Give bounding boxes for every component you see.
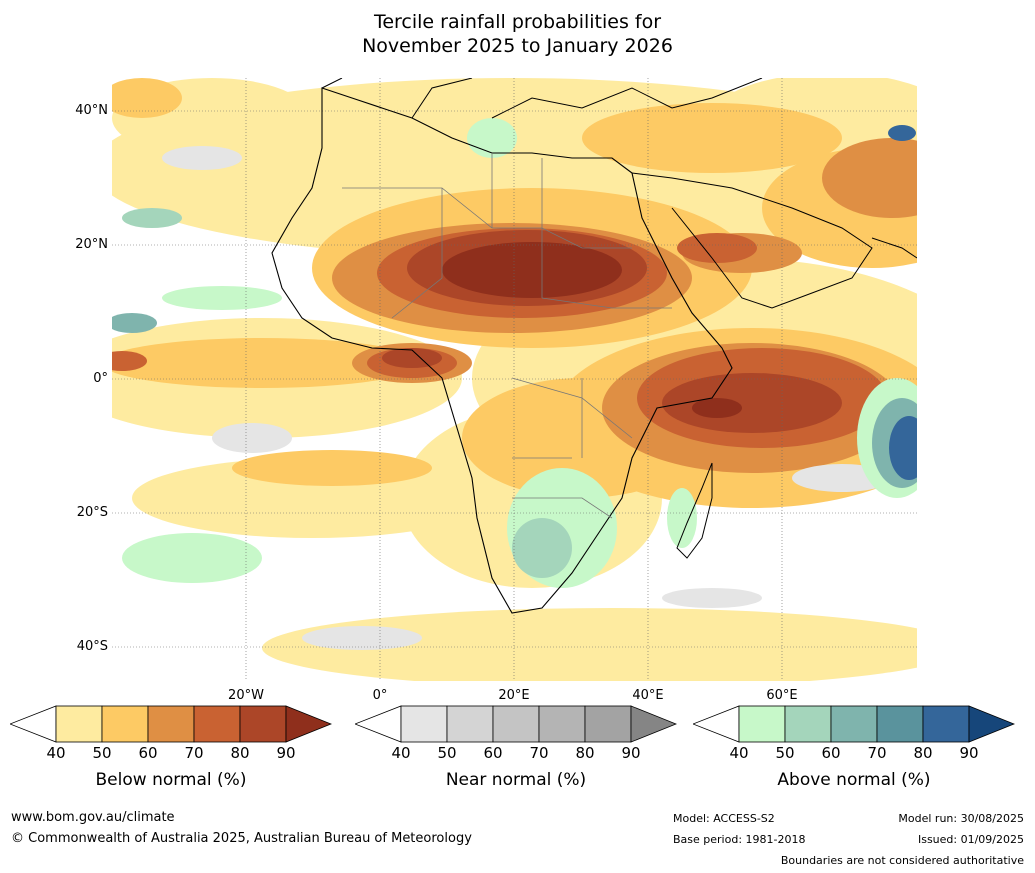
europe-coastline	[321, 77, 763, 119]
legend-near-normal: 40 50 60 70 80 90 Near normal (%)	[353, 704, 678, 794]
lon-label-20e: 20°E	[498, 688, 530, 703]
map-title: Tercile rainfall probabilities for Novem…	[0, 10, 1035, 58]
map-canvas	[62, 73, 992, 688]
below-normal-90-field	[442, 242, 742, 418]
legend-above-normal-label: Above normal (%)	[777, 770, 931, 790]
tick-near-70: 70	[529, 744, 549, 762]
tick-above-90: 90	[959, 744, 979, 762]
lon-label-0: 0°	[372, 688, 388, 703]
lat-label-0: 0°	[93, 371, 108, 386]
tick-below-40: 40	[46, 744, 66, 762]
lon-label-40e: 40°E	[632, 688, 664, 703]
base-period-text: Base period: 1981-2018	[673, 833, 806, 846]
lat-label-20s: 20°S	[76, 505, 108, 520]
model-run-text: Model run: 30/08/2025	[898, 812, 1024, 825]
tick-above-70: 70	[867, 744, 887, 762]
lat-label-40n: 40°N	[75, 103, 108, 118]
tick-below-90: 90	[276, 744, 296, 762]
africa-coastline	[271, 87, 733, 614]
tick-above-80: 80	[913, 744, 933, 762]
model-text: Model: ACCESS-S2	[673, 812, 775, 825]
copyright-text: © Commonwealth of Australia 2025, Austra…	[11, 831, 472, 846]
tick-below-50: 50	[92, 744, 112, 762]
tick-below-70: 70	[184, 744, 204, 762]
lon-label-60e: 60°E	[766, 688, 798, 703]
legend-above-normal: 40 50 60 70 80 90 Above normal (%)	[691, 704, 1016, 794]
india-coastline	[871, 237, 918, 259]
tick-above-40: 40	[729, 744, 749, 762]
country-borders	[342, 153, 672, 519]
site-link[interactable]: www.bom.gov.au/climate	[11, 810, 175, 825]
colorbar-near-normal	[353, 705, 678, 743]
title-line-1: Tercile rainfall probabilities for	[373, 11, 662, 33]
tick-near-50: 50	[437, 744, 457, 762]
arabia-coastline	[631, 172, 873, 309]
tick-above-50: 50	[775, 744, 795, 762]
legend-below-normal-label: Below normal (%)	[95, 770, 247, 790]
madagascar-coastline	[676, 462, 713, 559]
colorbar-below-normal	[8, 705, 333, 743]
tick-near-60: 60	[483, 744, 503, 762]
tick-below-60: 60	[138, 744, 158, 762]
near-normal-field	[162, 146, 892, 650]
tick-below-80: 80	[230, 744, 250, 762]
tick-near-40: 40	[391, 744, 411, 762]
legend-near-normal-label: Near normal (%)	[445, 770, 587, 790]
legend-below-normal: 40 50 60 70 80 90 Below normal (%)	[8, 704, 333, 794]
boundaries-disclaimer: Boundaries are not considered authoritat…	[780, 854, 1024, 867]
colorbar-above-normal	[691, 705, 1016, 743]
issued-text: Issued: 01/09/2025	[917, 833, 1024, 846]
lat-label-40s: 40°S	[76, 639, 108, 654]
title-line-2: November 2025 to January 2026	[362, 35, 673, 57]
rainfall-map	[62, 73, 992, 688]
tick-near-80: 80	[575, 744, 595, 762]
tick-near-90: 90	[621, 744, 641, 762]
tick-above-60: 60	[821, 744, 841, 762]
lon-label-20w: 20°W	[228, 688, 264, 703]
lat-label-20n: 20°N	[75, 237, 108, 252]
